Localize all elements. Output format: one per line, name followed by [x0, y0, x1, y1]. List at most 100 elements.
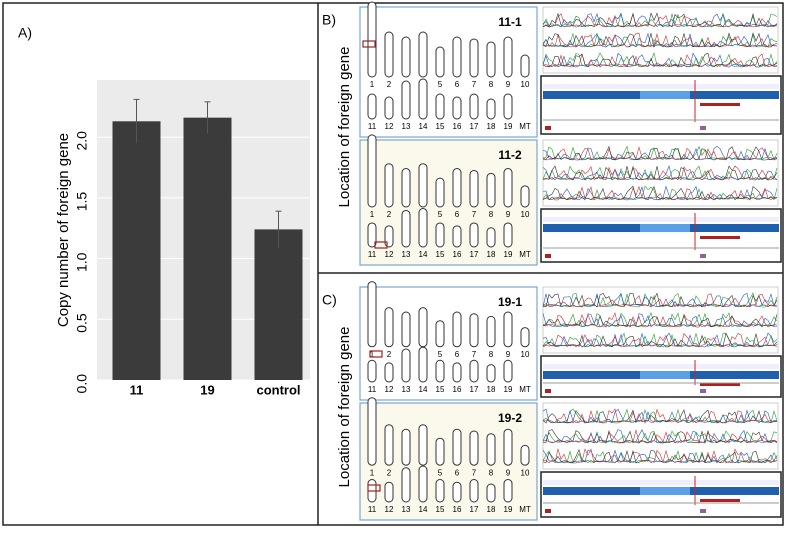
legend-swatch — [545, 389, 551, 393]
chromosome — [367, 359, 377, 383]
chromosome — [503, 359, 513, 383]
trace — [542, 185, 778, 201]
chromosome-label: 14 — [419, 250, 428, 259]
chromosome — [452, 362, 462, 383]
insertion-marker — [374, 241, 388, 249]
chromosome-label: 1 — [370, 468, 375, 477]
chromosome — [435, 222, 445, 248]
chromosome — [401, 209, 411, 248]
chromosome-label: 8 — [489, 210, 494, 219]
chromosome — [384, 481, 394, 503]
sample-label: 11-2 — [498, 148, 522, 162]
chromosome — [469, 38, 479, 78]
chromosome — [367, 93, 377, 120]
chromosome — [435, 93, 445, 120]
chromosome — [486, 41, 496, 78]
trace — [542, 293, 778, 308]
chromosome — [520, 185, 530, 208]
chromosome-label: 12 — [385, 385, 394, 394]
chromosome-label: 14 — [419, 385, 428, 394]
chromosome-label: 13 — [402, 122, 411, 131]
chromosome-label: 2 — [387, 210, 392, 219]
chromosome — [452, 168, 462, 208]
chromosome — [367, 281, 377, 348]
chromosome-label: 16 — [453, 250, 462, 259]
y-axis-label: Location of foreign gene — [336, 327, 353, 488]
chromosome — [452, 481, 462, 503]
bar — [112, 121, 161, 381]
x-tick-label: 11 — [130, 382, 144, 397]
chromosome — [452, 225, 462, 248]
trace — [542, 146, 778, 161]
chromosome-label: 17 — [470, 122, 479, 131]
chromosome — [452, 96, 462, 120]
chromosome-label: 16 — [453, 385, 462, 394]
chromosome-label: 12 — [385, 122, 394, 131]
y-axis-label: Location of foreign gene — [336, 47, 353, 208]
chromosome — [384, 424, 394, 466]
panel-label: B) — [322, 12, 336, 28]
chromosome — [486, 364, 496, 383]
panel-label: C) — [322, 292, 337, 308]
chromosome — [503, 93, 513, 120]
chromosome-label: 5 — [438, 350, 443, 359]
chromosome-label: 10 — [521, 210, 530, 219]
chromosome-label: 6 — [455, 468, 460, 477]
trace — [542, 165, 778, 181]
chromosome-label: 19 — [504, 505, 513, 514]
trace — [542, 429, 778, 444]
chromosome-label: 17 — [470, 385, 479, 394]
chromosome — [435, 479, 445, 503]
chromatogram — [542, 286, 779, 354]
chromosome — [452, 311, 462, 348]
chromosome — [418, 346, 428, 383]
chromosome-label: 13 — [402, 385, 411, 394]
figure-border — [2, 2, 784, 526]
insertion-marker — [367, 484, 381, 492]
bar — [254, 229, 303, 380]
chromosome-label: 11 — [368, 250, 377, 259]
chromosome-label: 18 — [487, 505, 496, 514]
trace — [542, 12, 778, 28]
chromosome-label: 19 — [504, 122, 513, 131]
legend-swatch — [700, 389, 706, 393]
genome-browser — [540, 208, 782, 263]
chromosome — [418, 307, 428, 348]
ruler — [543, 480, 779, 485]
chromosome-label: 18 — [487, 385, 496, 394]
chromosome — [401, 311, 411, 348]
legend-swatch — [545, 126, 551, 130]
trace — [542, 32, 778, 48]
chromosome — [469, 359, 479, 383]
chromatogram — [542, 139, 779, 207]
chromosome — [503, 168, 513, 208]
chromosome-label: 11 — [368, 385, 377, 394]
trace — [542, 52, 778, 68]
trace — [542, 13, 778, 28]
chromosome — [367, 1, 377, 78]
chromosome — [401, 36, 411, 78]
trace — [542, 185, 778, 201]
trace — [542, 145, 778, 161]
feature — [700, 383, 740, 386]
chromosome-label: 15 — [436, 505, 445, 514]
chromosome — [486, 98, 496, 120]
chromosome-label: 19 — [504, 385, 513, 394]
gene-track — [640, 487, 690, 495]
chromosome-label: 10 — [521, 80, 530, 89]
chromosome — [503, 311, 513, 348]
chromosome — [384, 96, 394, 120]
chromosome-label: 18 — [487, 250, 496, 259]
ruler — [543, 84, 779, 89]
chromosome — [418, 465, 428, 503]
trace — [542, 292, 778, 308]
gene-track — [640, 371, 690, 379]
chromosome — [520, 54, 530, 78]
chromosome — [503, 479, 513, 503]
chromosome — [401, 348, 411, 383]
sample-label: 11-1 — [498, 15, 522, 29]
trace — [542, 292, 778, 308]
trace — [542, 165, 778, 181]
chromosome — [520, 327, 530, 348]
chromosome — [384, 163, 394, 208]
